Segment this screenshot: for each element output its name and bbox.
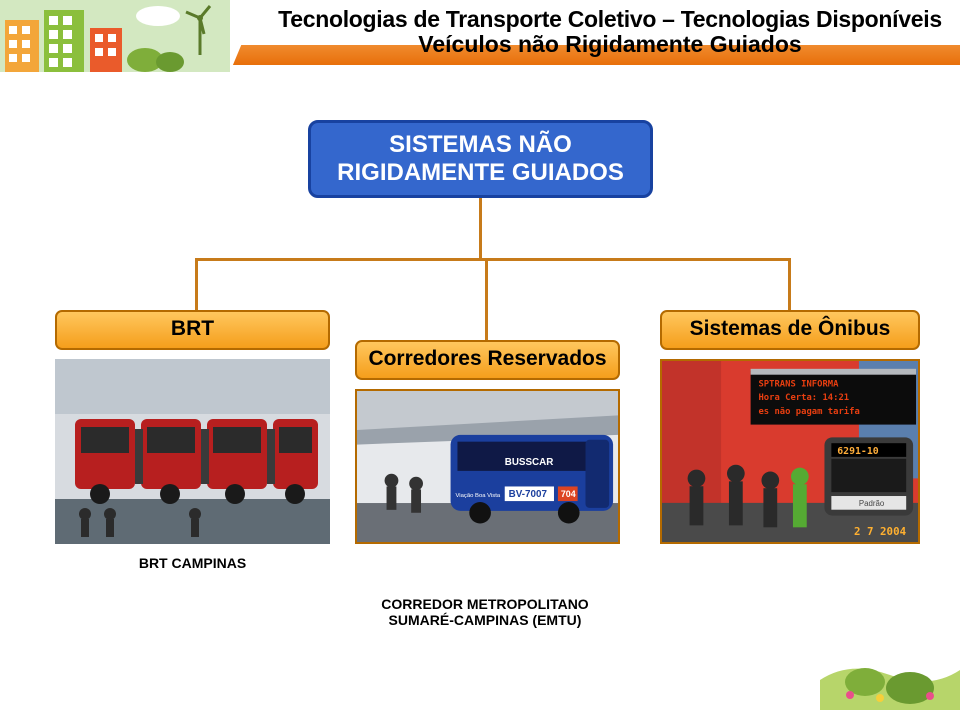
photo-bus: SPTRANS INFORMA Hora Certa: 14:21 es não… [660, 359, 920, 544]
photo-corr: BUSSCAR BV-7007 704 Viação Boa Vista [355, 389, 620, 544]
node-bus-text: Sistemas de Ônibus [690, 317, 891, 340]
slide-title: Tecnologias de Transporte Coletivo – Tec… [265, 6, 955, 58]
bus-id: BV-7007 [509, 489, 548, 500]
connector [788, 258, 791, 312]
connector [479, 198, 482, 258]
date-stamp: 2 7 2004 [854, 525, 906, 538]
title-line-1: Tecnologias de Transporte Coletivo – Tec… [265, 6, 955, 33]
caption-corr-l1: CORREDOR METROPOLITANO [381, 596, 588, 612]
route-code: 6291-10 [837, 446, 879, 457]
connector [485, 258, 488, 342]
title-line-2: Veículos não Rigidamente Guiados [265, 31, 955, 58]
node-corr-text: Corredores Reservados [368, 347, 606, 370]
header-illustration [0, 0, 260, 72]
photo-brt [55, 359, 330, 544]
bus-brand: BUSSCAR [505, 457, 554, 468]
org-diagram: SISTEMAS NÃO RIGIDAMENTE GUIADOS BRT [0, 110, 960, 670]
route-tag: 704 [561, 489, 576, 499]
caption-corr: CORREDOR METROPOLITANO SUMARÉ-CAMPINAS (… [320, 596, 650, 628]
root-line2: RIGIDAMENTE GUIADOS [337, 159, 624, 186]
root-line1: SISTEMAS NÃO [389, 131, 572, 158]
connector [195, 258, 790, 261]
node-brt-label: BRT [55, 310, 330, 350]
root-node-text: SISTEMAS NÃO RIGIDAMENTE GUIADOS [311, 123, 650, 186]
root-node: SISTEMAS NÃO RIGIDAMENTE GUIADOS [308, 120, 653, 198]
caption-brt: BRT CAMPINAS [55, 555, 330, 571]
node-brt-text: BRT [171, 317, 214, 340]
node-bus-label: Sistemas de Ônibus [660, 310, 920, 350]
bus-plate: Padrão [859, 499, 885, 508]
operator: Viação Boa Vista [455, 493, 500, 499]
connector [195, 258, 198, 312]
led-line-3: es não pagam tarifa [758, 406, 859, 417]
led-line-2: Hora Certa: 14:21 [758, 393, 849, 403]
footer-illustration [820, 640, 960, 710]
caption-corr-l2: SUMARÉ-CAMPINAS (EMTU) [389, 612, 582, 628]
node-corr-label: Corredores Reservados [355, 340, 620, 380]
led-line-1: SPTRANS INFORMA [758, 379, 839, 389]
